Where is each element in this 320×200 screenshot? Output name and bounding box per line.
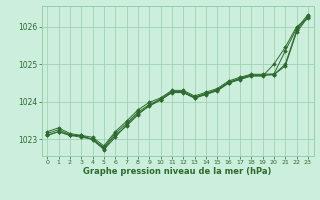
X-axis label: Graphe pression niveau de la mer (hPa): Graphe pression niveau de la mer (hPa) xyxy=(84,167,272,176)
